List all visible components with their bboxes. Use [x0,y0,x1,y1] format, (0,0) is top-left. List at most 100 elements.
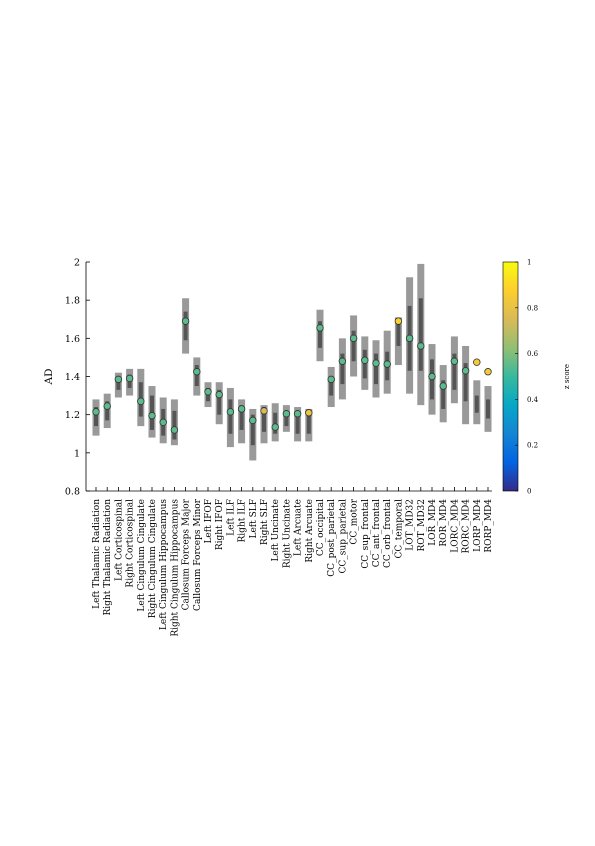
x-category-label: CC_ant_frontal [372,499,382,567]
x-category-label: Right Thalamic Radiation [103,499,113,616]
x-category-label: CC_sup_frontal [361,499,371,569]
plot-axes: 0.8 1 1.2 1.4 1.6 1.8 2 AD [43,258,492,498]
data-point [305,409,313,417]
inner-range-bar [329,376,334,396]
x-category-label: RORC_MD4 [462,499,472,554]
colorbar-tick-label: 0.2 [527,442,538,450]
y-tick-label: 1.4 [65,372,80,383]
inner-range-bar [284,410,289,427]
colorbar: 0 0.2 0.4 0.6 0.8 1 z score [502,259,571,496]
data-point [316,324,324,332]
inner-range-bar [228,399,233,434]
data-point [271,423,279,431]
data-point [114,375,123,384]
inner-range-bar [239,405,244,430]
y-tick-label: 0.8 [65,487,80,498]
data-point [484,368,492,376]
colorbar-gradient [502,261,519,492]
x-category-label: CC_temporal [394,499,404,559]
data-point [361,356,369,364]
inner-range-bar [340,353,345,385]
inner-range-bar [351,330,356,362]
inner-range-bar [362,349,367,379]
points-group [92,317,492,434]
data-point [428,372,436,381]
data-point [383,360,391,368]
inner-range-bar [194,365,199,387]
x-category-label: Right Arcuate [305,499,315,563]
data-point [372,359,380,367]
inner-range-bar [306,414,311,434]
x-category-label: RORP_MD4 [484,499,494,553]
inner-range-bar [183,311,188,341]
data-point [204,388,212,396]
inner-range-bar [217,389,222,415]
x-category-label: CC_sup_parietal [338,499,348,574]
y-tick-label: 1.6 [65,334,80,345]
x-category-label: CC_post_parietal [327,499,337,577]
y-tick-label: 1.8 [65,296,80,307]
x-category-label: Left Corticospinal [114,499,124,581]
y-tick-label: 1.2 [65,410,80,421]
data-point [226,408,235,416]
inner-range-bar [295,412,300,434]
data-point [249,416,257,425]
inner-range-bar [94,407,98,427]
inner-range-bar [452,353,457,390]
x-category-label: Left Cingulum Cingulate [137,499,147,612]
y-tick-label: 2 [74,258,80,269]
inner-range-bar [463,363,468,402]
inner-range-bar [172,410,177,440]
data-point [260,407,268,415]
colorbar-tick-label: 0.4 [527,396,539,404]
data-point [439,382,447,390]
data-point [417,342,425,350]
data-point [349,334,358,343]
y-tick-label: 1 [74,448,80,459]
x-category-label: Callosum Forceps Minor [193,498,203,611]
data-point [461,367,470,375]
error-bars-group [92,263,492,461]
x-category-label: ROT_MD32 [417,499,427,552]
x-category-label: ROR_MD4 [439,499,449,547]
inner-range-bar [486,399,490,419]
data-point [450,357,459,365]
data-point [405,334,414,343]
colorbar-tick-label: 1 [527,259,531,267]
data-point [148,411,156,420]
data-point [170,426,179,434]
data-point [327,375,335,384]
x-category-label: Callosum Forceps Major [182,498,192,610]
data-point [394,317,403,325]
data-point [282,410,291,418]
colorbar-tick-label: 0.6 [527,350,539,358]
inner-range-bar [262,407,266,432]
inner-range-bar [396,321,401,346]
inner-range-bar [441,380,446,409]
colorbar-tick-label: 0 [527,488,531,496]
inner-range-bar [318,321,322,348]
inner-range-bar [374,353,378,385]
x-category-label: Right Cingulum Cingulate [148,499,158,618]
inner-range-bar [105,401,110,421]
data-point [237,405,246,413]
x-category-label: Right Corticospinal [126,499,136,588]
x-category-label: CC_motor [350,498,360,544]
inner-range-bar [418,298,423,371]
inner-range-bar [250,414,255,446]
x-category-label: Right Cingulum Hippocampus [170,499,180,637]
x-tick-labels: Left Thalamic Radiation Right Thalamic Ra… [92,498,494,636]
x-category-label: LORC_MD4 [450,499,460,553]
x-category-label: Right ILF [238,499,248,542]
inner-range-bar [116,376,121,390]
data-point [92,408,100,416]
inner-range-bar [474,395,479,413]
x-category-label: Left Arcuate [294,499,304,556]
x-category-label: CC_orb_frontal [383,499,393,568]
data-point [181,317,190,325]
x-category-label: Right IFOF [215,499,225,550]
colorbar-label: z score [563,364,571,389]
data-point [137,397,145,406]
